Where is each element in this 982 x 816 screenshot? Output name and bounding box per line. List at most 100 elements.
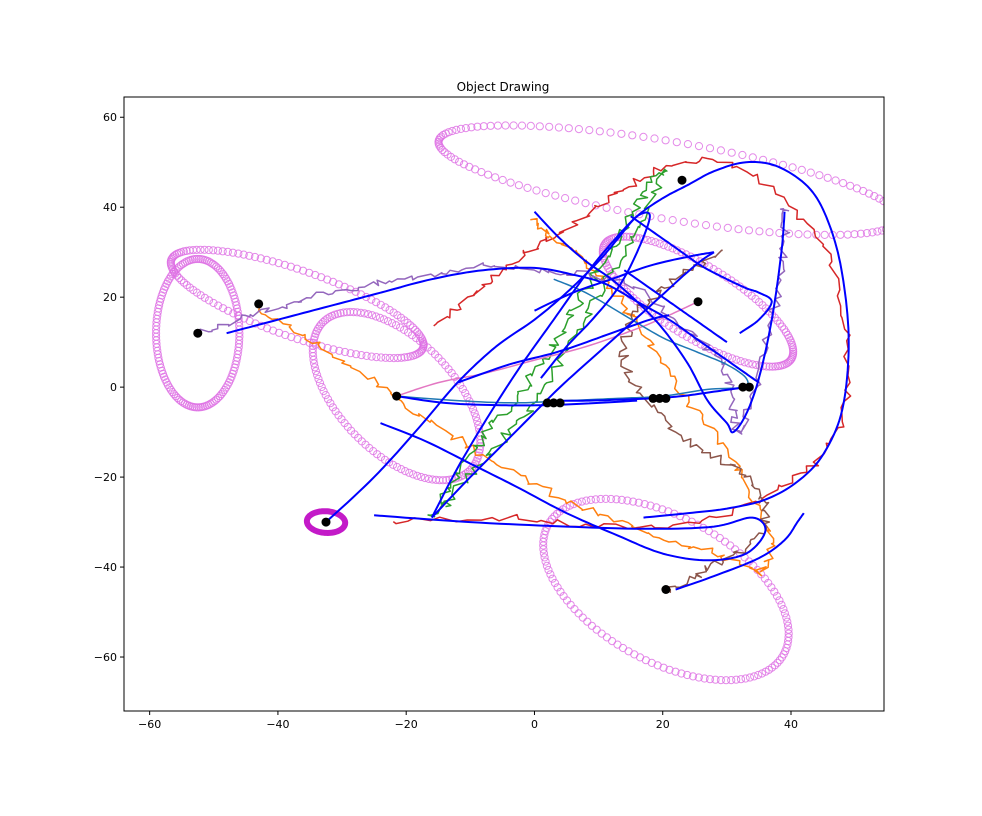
ellipse-marker — [416, 347, 425, 356]
data-point — [321, 517, 331, 527]
ellipse-marker — [722, 676, 731, 685]
ellipse-marker — [639, 132, 648, 141]
ellipse-marker — [550, 578, 560, 588]
plot-area — [152, 121, 884, 685]
ellipse-marker — [728, 354, 737, 363]
ellipse-marker — [335, 346, 344, 355]
ellipse-marker — [803, 230, 812, 239]
x-tick-label: 0 — [531, 718, 538, 731]
ellipse-marker — [408, 323, 417, 332]
ellipse-marker — [578, 613, 587, 622]
ellipse-series-2 — [166, 245, 428, 363]
ellipse-marker — [577, 497, 587, 506]
ellipse-marker — [539, 549, 549, 558]
ellipse-marker — [643, 235, 652, 245]
ellipse-marker — [788, 163, 797, 172]
ellipse-marker — [315, 378, 325, 388]
ellipse-marker — [194, 254, 203, 264]
ellipse-marker — [877, 226, 884, 235]
axes-frame — [123, 96, 885, 712]
ellipse-marker — [461, 389, 470, 398]
ellipse-marker — [612, 495, 621, 504]
ellipse-marker — [213, 246, 222, 255]
ellipse-marker — [219, 304, 228, 313]
ellipse-marker — [870, 192, 879, 201]
ellipse-marker — [561, 194, 570, 203]
ellipse-marker — [311, 367, 320, 376]
ellipse-marker — [372, 298, 381, 307]
ellipse-marker — [767, 663, 777, 672]
ellipse-marker — [772, 592, 782, 601]
ellipse-marker — [459, 160, 469, 169]
ellipse-marker — [223, 247, 232, 256]
ellipse-marker — [346, 307, 355, 317]
ellipse-marker — [196, 291, 205, 300]
ellipse-marker — [617, 129, 626, 138]
ellipse-marker — [873, 227, 882, 236]
ellipse-marker — [732, 675, 741, 684]
ellipse-marker — [228, 248, 237, 257]
x-tick-label: 40 — [784, 718, 798, 731]
data-point — [392, 391, 402, 401]
ellipse-marker — [831, 176, 840, 185]
ellipse-marker — [677, 248, 686, 257]
ellipse-marker — [420, 473, 429, 483]
ellipse-marker — [329, 345, 338, 354]
ellipse-marker — [595, 127, 604, 136]
ellipse-marker — [401, 467, 410, 476]
ellipse-marker — [517, 121, 527, 130]
ellipse-marker — [293, 335, 302, 344]
ellipse-marker — [397, 353, 406, 362]
ellipse-marker — [305, 268, 314, 277]
ellipse-marker — [381, 303, 390, 312]
ellipse-marker — [262, 255, 271, 264]
ellipse-marker — [367, 352, 376, 361]
ellipse-marker — [321, 391, 330, 400]
data-point — [661, 585, 671, 594]
ellipse-marker — [806, 168, 815, 177]
ellipse-marker — [744, 359, 753, 368]
ellipse-marker — [234, 249, 243, 258]
ellipse-marker — [694, 673, 703, 682]
ellipse-marker — [274, 259, 283, 268]
ellipse-marker — [650, 134, 659, 143]
ellipse-marker — [340, 347, 350, 357]
ellipse-marker — [701, 221, 711, 230]
ellipse-marker — [287, 333, 296, 342]
ellipse-marker — [311, 270, 320, 280]
ellipse-marker — [815, 171, 824, 180]
ellipse-series-1 — [152, 254, 244, 412]
ellipse-marker — [214, 301, 223, 310]
ellipse-marker — [542, 561, 552, 570]
ellipse-marker — [440, 148, 449, 157]
ellipse-marker — [700, 674, 709, 683]
ellipse-marker — [550, 512, 559, 521]
ellipse-marker — [770, 587, 779, 596]
ellipse-marker — [732, 355, 741, 364]
ellipse-marker — [292, 264, 302, 273]
ellipse-marker — [629, 497, 638, 506]
ellipse-marker — [204, 245, 213, 255]
ellipse-marker — [635, 210, 644, 219]
ellipse-marker — [569, 500, 578, 509]
ellipse-marker — [623, 496, 632, 505]
ellipse-marker — [775, 656, 784, 665]
ellipse-marker — [540, 553, 549, 562]
ellipse-marker — [554, 123, 564, 132]
ellipse-marker — [661, 136, 670, 145]
ellipse-marker — [755, 227, 764, 236]
ellipse-marker — [597, 629, 606, 638]
ellipse-marker — [438, 145, 447, 155]
ellipse-marker — [339, 308, 348, 317]
ellipse-marker — [385, 458, 394, 467]
axes: −60 −40 −20 0 20 40 −60 −40 −20 0 20 40 60 — [94, 111, 798, 731]
ellipse-marker — [514, 181, 524, 190]
ellipse-marker — [498, 175, 507, 185]
ellipse-series-6 — [539, 494, 793, 685]
ellipse-marker — [846, 181, 855, 190]
ellipse-marker — [251, 319, 260, 328]
ellipse-marker — [668, 216, 677, 225]
ellipse-marker — [613, 205, 622, 215]
